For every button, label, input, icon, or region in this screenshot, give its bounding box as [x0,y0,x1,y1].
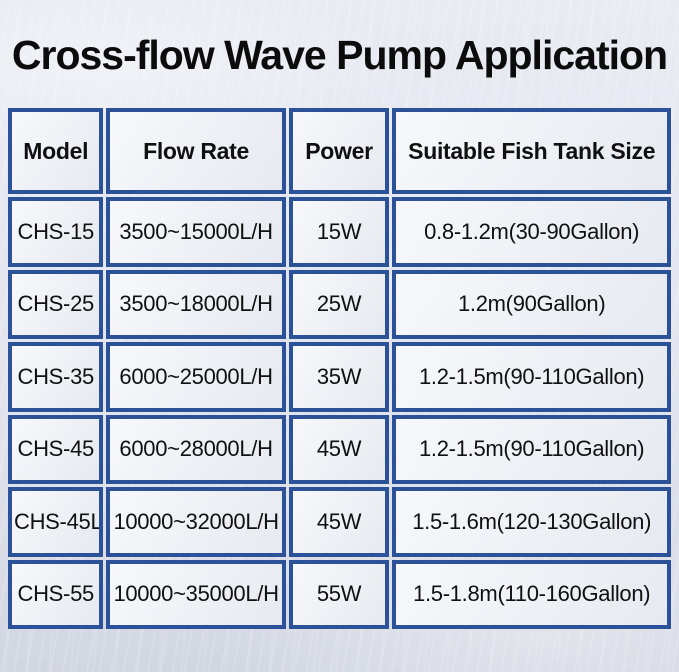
cell-power: 15W [288,197,390,267]
cell-flow-rate: 3500~18000L/H [106,269,286,339]
cell-tank-size: 1.2m(90Gallon) [392,269,671,339]
cell-flow-rate: 10000~32000L/H [106,487,286,557]
cell-tank-size: 1.5-1.6m(120-130Gallon) [392,487,671,557]
column-header-flow-rate: Flow Rate [106,108,286,194]
cell-power: 35W [288,342,390,412]
column-header-power: Power [288,108,390,194]
table-row: CHS-35 6000~25000L/H 35W 1.2-1.5m(90-110… [8,342,671,412]
cell-tank-size: 1.5-1.8m(110-160Gallon) [392,559,671,629]
cell-tank-size: 0.8-1.2m(30-90Gallon) [392,197,671,267]
cell-flow-rate: 6000~25000L/H [106,342,286,412]
cell-model: CHS-15 [8,197,104,267]
table-row: CHS-45L 10000~32000L/H 45W 1.5-1.6m(120-… [8,487,671,557]
table-row: CHS-25 3500~18000L/H 25W 1.2m(90Gallon) [8,269,671,339]
table-row: CHS-55 10000~35000L/H 55W 1.5-1.8m(110-1… [8,559,671,629]
cell-model: CHS-45 [8,414,104,484]
cell-model: CHS-25 [8,269,104,339]
cell-power: 25W [288,269,390,339]
spec-table: Model Flow Rate Power Suitable Fish Tank… [5,105,674,632]
cell-power: 55W [288,559,390,629]
cell-model: CHS-35 [8,342,104,412]
cell-model: CHS-55 [8,559,104,629]
cell-tank-size: 1.2-1.5m(90-110Gallon) [392,414,671,484]
table-row: CHS-45 6000~28000L/H 45W 1.2-1.5m(90-110… [8,414,671,484]
cell-power: 45W [288,414,390,484]
cell-model: CHS-45L [8,487,104,557]
cell-flow-rate: 10000~35000L/H [106,559,286,629]
cell-flow-rate: 3500~15000L/H [106,197,286,267]
cell-tank-size: 1.2-1.5m(90-110Gallon) [392,342,671,412]
page-title: Cross-flow Wave Pump Application [11,32,668,78]
cell-flow-rate: 6000~28000L/H [106,414,286,484]
column-header-model: Model [8,108,104,194]
cell-power: 45W [288,487,390,557]
table-header-row: Model Flow Rate Power Suitable Fish Tank… [8,108,671,194]
column-header-tank-size: Suitable Fish Tank Size [392,108,671,194]
table-row: CHS-15 3500~15000L/H 15W 0.8-1.2m(30-90G… [8,197,671,267]
